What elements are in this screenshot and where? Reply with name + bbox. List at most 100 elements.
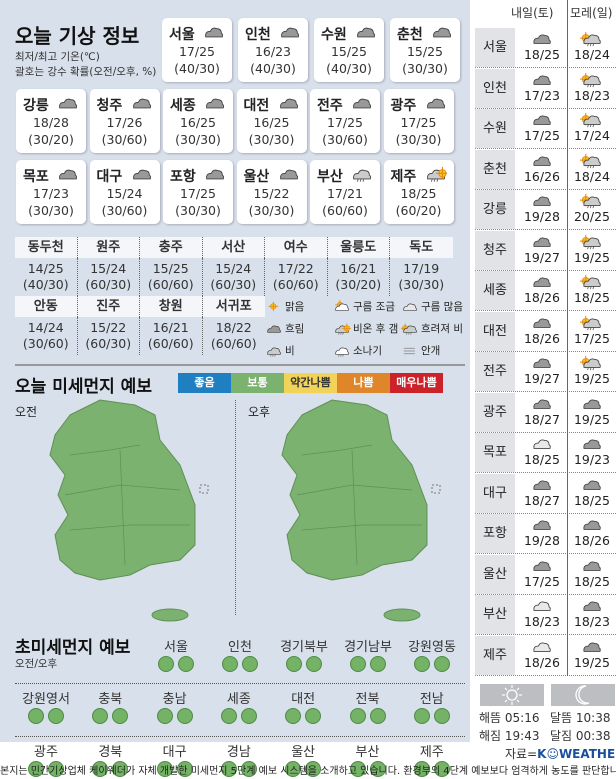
rain-prob: (40/30) [326, 61, 372, 76]
cloudy-icon [583, 561, 601, 571]
day1-temp: 16/26 [523, 168, 561, 184]
rain-prob: (30/20) [335, 277, 382, 292]
city-name: 강릉 [23, 98, 49, 114]
forecast-row: 강릉 19/28 20/25 [475, 190, 616, 230]
korea-mainland [49, 399, 196, 581]
pm25-region: 전남 [401, 688, 463, 724]
pm-level-dot [112, 761, 129, 777]
temp-range: 15/24 [106, 186, 143, 201]
pm25-region: 강원영동 [401, 636, 463, 672]
pm-level-dot [48, 761, 64, 777]
cloudy-icon [206, 98, 225, 109]
forecast-row: 세종 18/26 18/25 [475, 271, 616, 311]
temp-range: 17/25 [400, 115, 437, 130]
temp-range: 17/25 [179, 186, 217, 201]
clear-then-rain-icon [580, 193, 601, 209]
city-card: 강릉 18/28 (30/20) [16, 89, 86, 153]
day1-temp: 17/25 [523, 573, 561, 589]
region-name: 제주 [419, 745, 444, 760]
cloudy-icon [533, 318, 551, 328]
clear-then-rain-icon [580, 274, 601, 290]
legend-item: 비온 후 갬 [333, 319, 398, 339]
pm25-region: 부산 [337, 741, 399, 777]
temp-range: 18/22 [215, 320, 252, 335]
forecast-row: 대구 18/27 18/25 [475, 473, 616, 514]
cloudy-icon [281, 27, 300, 38]
pm25-region: 대전 [272, 688, 334, 724]
cloudy-icon [533, 358, 551, 368]
city-card: 포항 17/25 (30/30) [163, 160, 233, 224]
clear-then-rain-icon [580, 31, 601, 47]
city-name: 목포 [23, 169, 49, 185]
rain-prob: (40/30) [22, 277, 69, 292]
day2-temp: 19/23 [573, 452, 611, 467]
pm-level-dot [176, 761, 193, 777]
pm25-subtitle: 오전/오후 [15, 658, 58, 670]
day2-temp: 17/24 [573, 128, 611, 143]
clear-then-rain-icon [580, 72, 601, 87]
divider [15, 364, 465, 366]
pm-level-dot [178, 656, 194, 672]
dust-level-1: 보통 [231, 373, 284, 393]
city-name: 제주 [390, 169, 417, 185]
rain-prob: (60/60) [210, 336, 257, 351]
city-name: 부산 [317, 169, 343, 185]
pm-level-dot [434, 656, 450, 672]
pm-level-dot [176, 708, 193, 724]
temp-range: 16/25 [179, 115, 217, 130]
cloudy-icon [583, 642, 601, 652]
region-name: 서울 [164, 640, 188, 655]
temp-range: 16/23 [254, 44, 292, 59]
kweather-logo: K☺WEATHER [537, 747, 616, 761]
city-name: 광주 [475, 392, 515, 432]
city-name: 대구 [96, 169, 123, 185]
day2-temp: 19/25 [573, 371, 611, 386]
rain-prob: (40/30) [174, 61, 220, 76]
cloudy-icon [533, 520, 551, 530]
city-card: 춘천 15/25 (30/30) [390, 18, 460, 82]
minor-city-name: 충주 [140, 237, 203, 258]
cloudy-icon [533, 480, 551, 490]
cloudy-icon [279, 98, 298, 109]
day1-temp: 18/27 [523, 492, 561, 508]
city-name: 대전 [475, 311, 515, 351]
am-level-dot [414, 656, 430, 672]
rain-prob: (30/30) [28, 203, 74, 218]
pm-level-dot [369, 761, 386, 777]
sunset: 해짐 19:43 [479, 729, 540, 743]
pm25-region: 서울 [145, 636, 207, 672]
city-name: 포항 [170, 169, 196, 185]
sunny-icon [268, 301, 279, 312]
two-day-forecast: 내일(토) 모레(일) 서울 18/25 18/24 인천 17/23 18/23… [475, 0, 616, 779]
city-name: 목포 [475, 433, 515, 472]
region-name: 강원영서 [22, 692, 70, 707]
pm-level-dot [305, 708, 322, 724]
pm25-title: 초미세먼지 예보 [15, 638, 131, 658]
cloudy-icon [206, 169, 225, 180]
temp-range: 17/21 [326, 186, 364, 201]
clear-then-rain-icon [580, 315, 601, 330]
forecast-row: 울산 17/25 18/25 [475, 554, 616, 595]
city-name: 광주 [390, 98, 417, 114]
temp-range: 17/19 [403, 261, 440, 276]
forecast-row: 서울 18/25 18/24 [475, 28, 616, 68]
city-card: 세종 16/25 (30/30) [163, 89, 233, 153]
pm-level-dot [306, 656, 322, 672]
temp-range: 16/21 [340, 261, 377, 276]
fog-icon [403, 347, 415, 355]
cloudy-icon [267, 325, 281, 333]
source-credit: 자료=K☺WEATHER [505, 745, 616, 763]
cloudy-icon [279, 169, 298, 180]
forecast-row: 제주 18/26 19/25 [475, 635, 616, 676]
temp-range: 14/25 [27, 261, 64, 276]
am-level-dot [156, 708, 173, 724]
cloudy-icon [533, 237, 551, 247]
am-level-dot [220, 708, 237, 724]
am-level-dot [158, 656, 174, 672]
rain-prob: (60/60) [147, 336, 194, 351]
day1-temp: 18/25 [523, 452, 561, 467]
temp-range: 14/24 [27, 320, 64, 335]
pm25-region: 경남 [208, 741, 270, 777]
cloudy-icon [533, 156, 551, 166]
partly-cloudy-icon [335, 300, 349, 311]
